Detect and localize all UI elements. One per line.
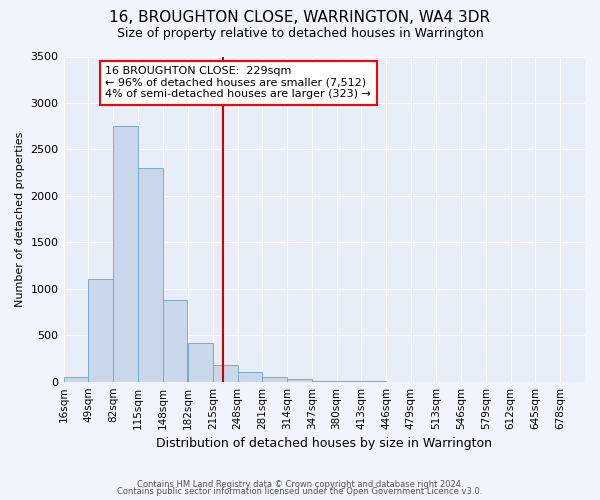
Bar	[88, 280, 113, 382]
Bar	[238, 372, 262, 382]
Bar	[64, 377, 88, 382]
Text: 16 BROUGHTON CLOSE:  229sqm
← 96% of detached houses are smaller (7,512)
4% of s: 16 BROUGHTON CLOSE: 229sqm ← 96% of deta…	[105, 66, 371, 100]
X-axis label: Distribution of detached houses by size in Warrington: Distribution of detached houses by size …	[156, 437, 492, 450]
Bar	[113, 126, 138, 382]
Text: Contains HM Land Registry data © Crown copyright and database right 2024.: Contains HM Land Registry data © Crown c…	[137, 480, 463, 489]
Bar	[163, 300, 187, 382]
Bar	[287, 380, 312, 382]
Bar	[262, 377, 287, 382]
Text: Size of property relative to detached houses in Warrington: Size of property relative to detached ho…	[116, 28, 484, 40]
Y-axis label: Number of detached properties: Number of detached properties	[15, 132, 25, 307]
Text: 16, BROUGHTON CLOSE, WARRINGTON, WA4 3DR: 16, BROUGHTON CLOSE, WARRINGTON, WA4 3DR	[109, 10, 491, 25]
Bar	[138, 168, 163, 382]
Bar	[213, 365, 238, 382]
Bar	[312, 381, 337, 382]
Text: Contains public sector information licensed under the Open Government Licence v3: Contains public sector information licen…	[118, 487, 482, 496]
Bar	[188, 342, 213, 382]
